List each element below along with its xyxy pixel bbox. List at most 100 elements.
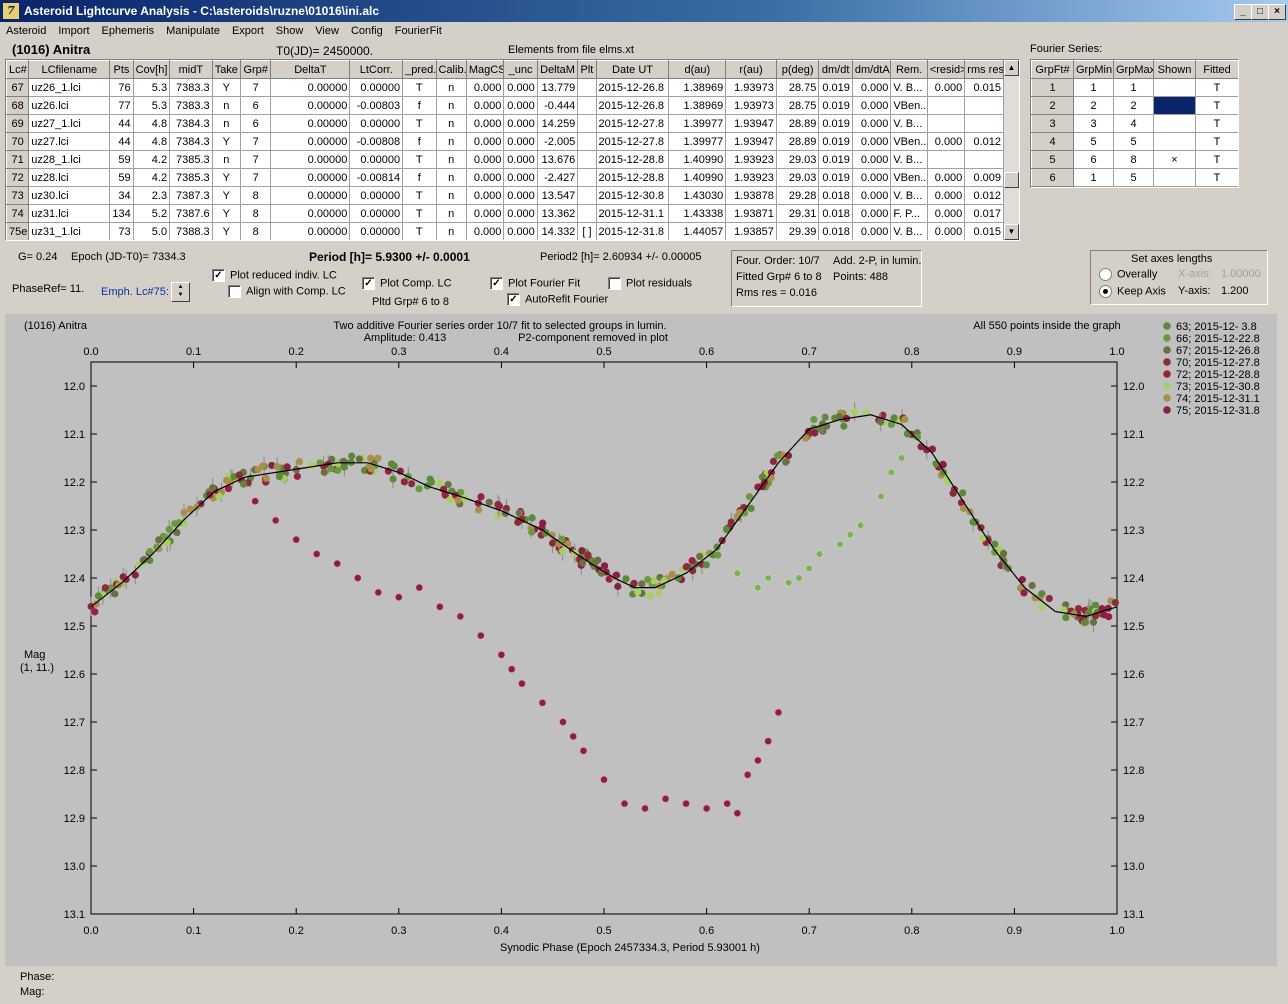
lc-cell[interactable]: 0.000 [503,186,538,205]
lc-cell[interactable]: 5.2 [132,204,171,223]
lc-row-header[interactable]: 74 [6,204,30,223]
lc-col-header[interactable]: p(deg) [775,60,820,79]
lc-cell[interactable]: uz31.lci [28,204,111,223]
lc-cell[interactable]: V. B... [890,150,928,169]
lc-cell[interactable]: 7387.3 [169,186,213,205]
lc-cell[interactable]: 7385.3 [169,168,213,187]
menu-asteroid[interactable]: Asteroid [6,25,47,37]
scroll-down-arrow-icon[interactable]: ▼ [1004,224,1019,240]
plot-residuals-checkbox[interactable]: Plot residuals [608,277,692,290]
lc-cell[interactable]: -0.00808 [349,132,404,151]
align-checkbox[interactable]: Align with Comp. LC [228,285,346,298]
lc-cell[interactable]: 2015-12-31.1 [595,204,670,223]
lc-cell[interactable]: 0.000 [503,150,538,169]
lc-cell[interactable]: 0.000 [851,186,892,205]
lc-cell[interactable]: F. P... [890,204,928,223]
lc-cell[interactable]: 7383.3 [169,96,213,115]
fourier-row-header[interactable]: 3 [1031,114,1074,133]
lc-cell[interactable]: 5.3 [132,78,171,97]
xaxis-value[interactable]: 1.00000 [1221,268,1261,280]
lc-cell[interactable]: 77 [109,96,134,115]
lc-row-header[interactable]: 69 [6,114,30,133]
plot-fourier-checkbox[interactable]: ✓ Plot Fourier Fit [490,277,580,290]
lc-cell[interactable]: 0.000 [465,96,505,115]
lc-cell[interactable]: 1.93857 [725,222,777,240]
lc-cell[interactable]: 0.000 [503,78,538,97]
lc-cell[interactable]: 0.000 [851,132,892,151]
lc-cell[interactable]: 28.89 [775,114,820,133]
menu-export[interactable]: Export [231,25,264,37]
menu-show[interactable]: Show [275,25,304,37]
lc-cell[interactable]: 1.93923 [725,168,777,187]
lc-cell[interactable]: 0.000 [851,222,892,240]
lc-cell[interactable]: uz26_1.lci [28,78,111,97]
lc-col-header[interactable]: _unc [503,60,538,79]
lc-cell[interactable]: 7383.3 [169,78,213,97]
lc-cell[interactable]: 0.019 [818,96,853,115]
spin-down-icon[interactable]: ▼ [177,292,184,298]
checkbox-checked-icon[interactable]: ✓ [507,293,520,306]
lc-cell[interactable]: -0.00814 [349,168,404,187]
lc-cell[interactable]: 0.000 [851,78,892,97]
lc-cell[interactable]: 1.39977 [668,132,727,151]
lc-cell[interactable]: -0.00803 [349,96,404,115]
lc-cell[interactable]: 0.018 [818,186,853,205]
lc-cell[interactable]: 0.000 [926,222,966,240]
plot-comp-checkbox[interactable]: ✓ Plot Comp. LC [362,277,452,290]
lc-cell[interactable]: 1.38969 [668,96,727,115]
period-value[interactable]: Period [h]= 5.9300 +/- 0.0001 [309,250,470,264]
lc-cell[interactable]: 0.00000 [270,222,351,240]
lc-cell[interactable]: 6 [239,96,272,115]
lc-cell[interactable]: 0.00000 [349,78,404,97]
lc-cell[interactable]: 4.2 [132,168,171,187]
lc-cell[interactable]: 0.000 [503,222,538,240]
lc-cell[interactable]: 29.28 [775,186,820,205]
lc-col-header[interactable]: MagCS [465,60,505,79]
spin-up-icon[interactable]: ▲ [177,284,184,290]
radio-on-icon[interactable] [1099,285,1112,298]
lc-cell[interactable]: 0.012 [964,186,1004,205]
overally-radio[interactable]: Overally [1099,268,1157,281]
lc-cell[interactable]: 0.019 [818,114,853,133]
lc-cell[interactable]: 0.000 [503,132,538,151]
lc-cell[interactable]: 0.019 [818,168,853,187]
lc-cell[interactable]: 0.000 [503,168,538,187]
lc-col-header[interactable]: Rem. [890,60,928,79]
lc-cell[interactable]: 14.332 [536,222,579,240]
lc-cell[interactable]: 1.93923 [725,150,777,169]
lc-cell[interactable]: T [402,222,437,240]
lc-cell[interactable]: 0.00000 [349,114,404,133]
checkbox-unchecked-icon[interactable] [608,277,621,290]
plot-panel[interactable] [5,314,1277,966]
scroll-thumb[interactable] [1004,172,1019,188]
lc-cell[interactable]: 13.362 [536,204,579,223]
lc-cell[interactable]: 0.00000 [270,150,351,169]
period2-value[interactable]: Period2 [h]= 2.60934 +/- 0.00005 [540,251,702,263]
lc-col-header[interactable]: LtCorr. [349,60,404,79]
menu-ephemeris[interactable]: Ephemeris [101,25,155,37]
menu-fourierfit[interactable]: FourierFit [394,25,442,37]
lc-cell[interactable]: 2015-12-31.8 [595,222,670,240]
checkbox-checked-icon[interactable]: ✓ [212,269,225,282]
lc-row-header[interactable]: 75e [6,222,30,240]
lc-cell[interactable]: 0.015 [964,222,1004,240]
lc-cell[interactable]: 73 [109,222,134,240]
menu-manipulate[interactable]: Manipulate [166,25,220,37]
lc-cell[interactable]: 0.00000 [270,186,351,205]
lc-col-header[interactable]: Grp# [239,60,272,79]
lc-table-row[interactable]: 72 uz28.lci 59 4.2 7385.3 Y 7 0.00000 -0.00814 f n… [6,168,1004,187]
fourier-cell[interactable] [1153,96,1196,115]
lc-cell[interactable]: 0.000 [503,204,538,223]
lc-cell[interactable]: 0.015 [964,78,1004,97]
lc-cell[interactable]: 2015-12-28.8 [595,168,670,187]
lc-cell[interactable]: VBen... [890,132,928,151]
lc-cell[interactable]: 0.000 [926,78,966,97]
lc-cell[interactable]: 1.93973 [725,78,777,97]
lc-cell[interactable]: 1.40990 [668,168,727,187]
keep-axis-radio[interactable]: Keep Axis [1099,285,1166,298]
lc-table-row[interactable]: 67 uz26_1.lci 76 5.3 7383.3 Y 7 0.00000 0.00000 T… [6,78,1004,97]
lc-cell[interactable]: 1.93947 [725,114,777,133]
lc-cell[interactable]: 7384.3 [169,114,213,133]
